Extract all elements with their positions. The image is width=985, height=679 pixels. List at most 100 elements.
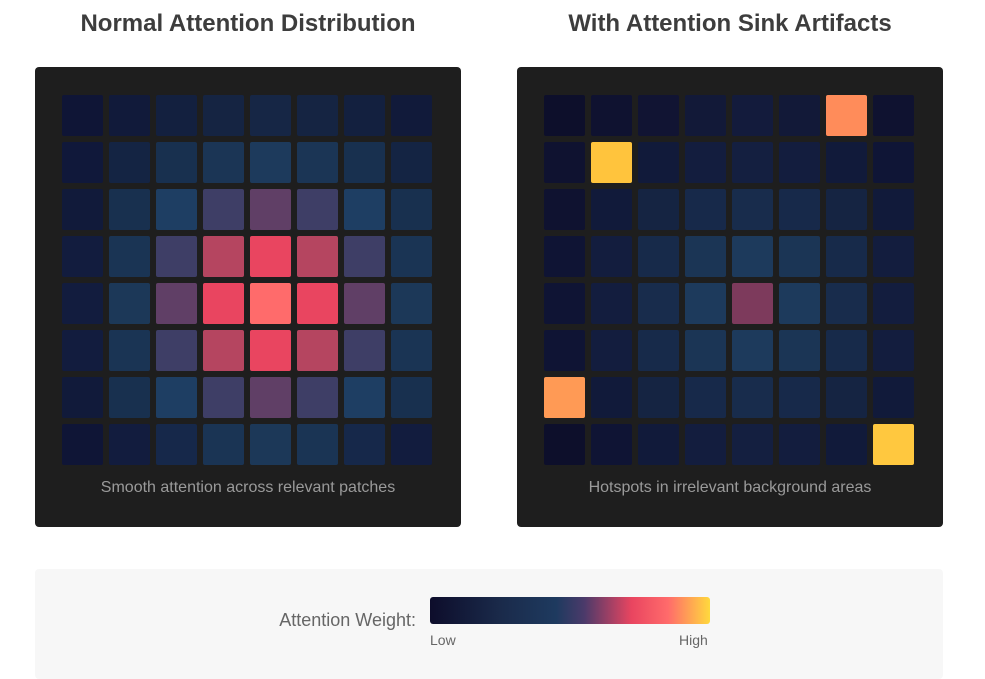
heatmap-cell xyxy=(297,330,338,371)
heatmap-cell xyxy=(873,95,914,136)
heatmap-cell xyxy=(156,142,197,183)
heatmap-cell xyxy=(156,377,197,418)
heatmap-cell xyxy=(250,330,291,371)
heatmap-cell xyxy=(544,236,585,277)
heatmap-cell xyxy=(344,236,385,277)
heatmap-cell xyxy=(297,377,338,418)
heatmap-cell xyxy=(156,424,197,465)
heatmap-panel-sink: Hotspots in irrelevant background areas xyxy=(517,67,943,527)
heatmap-cell xyxy=(638,330,679,371)
heatmap-cell xyxy=(62,189,103,230)
heatmap-cell xyxy=(544,330,585,371)
heatmap-cell xyxy=(638,189,679,230)
heatmap-cell xyxy=(62,424,103,465)
heatmap-cell xyxy=(156,95,197,136)
heatmap-cell xyxy=(109,236,150,277)
heatmap-cell xyxy=(826,377,867,418)
heatmap-cell xyxy=(779,142,820,183)
heatmap-cell xyxy=(544,189,585,230)
heatmap-cell xyxy=(297,424,338,465)
heatmap-cell xyxy=(297,142,338,183)
heatmap-cell xyxy=(779,236,820,277)
heatmap-cell xyxy=(250,283,291,324)
heatmap-cell xyxy=(638,236,679,277)
legend-high-label: High xyxy=(679,632,708,648)
heatmap-cell xyxy=(391,424,432,465)
heatmap-cell xyxy=(156,283,197,324)
heatmap-cell xyxy=(732,377,773,418)
heatmap-cell xyxy=(826,330,867,371)
heatmap-cell xyxy=(779,424,820,465)
legend-box: Attention Weight: Low High xyxy=(35,569,943,679)
heatmap-cell xyxy=(591,283,632,324)
heatmap-cell xyxy=(250,142,291,183)
heatmap-caption-normal: Smooth attention across relevant patches xyxy=(100,479,396,496)
heatmap-cell xyxy=(591,189,632,230)
heatmap-cell xyxy=(297,95,338,136)
heatmap-cell xyxy=(779,95,820,136)
legend-colorbar xyxy=(430,597,710,624)
heatmap-cell xyxy=(638,142,679,183)
heatmap-cell xyxy=(62,236,103,277)
heatmap-cell xyxy=(544,142,585,183)
heatmap-cell xyxy=(203,95,244,136)
heatmap-cell xyxy=(779,189,820,230)
heatmap-cell xyxy=(591,142,632,183)
heatmap-cell xyxy=(826,424,867,465)
heatmap-cell xyxy=(109,377,150,418)
heatmap-cell xyxy=(297,236,338,277)
heatmap-cell xyxy=(732,236,773,277)
heatmap-cell xyxy=(685,283,726,324)
heatmap-cell xyxy=(391,377,432,418)
heatmap-cell xyxy=(250,189,291,230)
heatmap-cell xyxy=(685,95,726,136)
heatmap-cell xyxy=(544,377,585,418)
heatmap-cell xyxy=(826,236,867,277)
heatmap-cell xyxy=(109,424,150,465)
heatmap-cell xyxy=(591,95,632,136)
heatmap-cell xyxy=(732,330,773,371)
heatmap-cell xyxy=(250,95,291,136)
heatmap-panel-normal: Smooth attention across relevant patches xyxy=(35,67,461,527)
heatmap-cell xyxy=(591,424,632,465)
heatmap-cell xyxy=(391,189,432,230)
heatmap-cell xyxy=(109,330,150,371)
heatmap-cell xyxy=(344,330,385,371)
heatmap-cell xyxy=(344,377,385,418)
heatmap-cell xyxy=(344,142,385,183)
heatmap-cell xyxy=(685,189,726,230)
heatmap-grid-sink xyxy=(544,95,914,465)
heatmap-cell xyxy=(873,142,914,183)
heatmap-cell xyxy=(109,283,150,324)
heatmap-cell xyxy=(732,189,773,230)
heatmap-grid-normal xyxy=(62,95,432,465)
heatmap-cell xyxy=(779,283,820,324)
heatmap-cell xyxy=(203,189,244,230)
heatmap-cell xyxy=(873,424,914,465)
heatmap-cell xyxy=(638,283,679,324)
heatmap-cell xyxy=(203,142,244,183)
heatmap-cell xyxy=(826,189,867,230)
heatmap-cell xyxy=(156,189,197,230)
panel-title-normal: Normal Attention Distribution xyxy=(80,10,416,37)
heatmap-cell xyxy=(732,424,773,465)
heatmap-cell xyxy=(391,142,432,183)
heatmap-cell xyxy=(873,283,914,324)
heatmap-cell xyxy=(591,236,632,277)
heatmap-cell xyxy=(685,236,726,277)
heatmap-cell xyxy=(156,236,197,277)
heatmap-cell xyxy=(873,236,914,277)
heatmap-cell xyxy=(591,330,632,371)
heatmap-cell xyxy=(109,95,150,136)
heatmap-caption-sink: Hotspots in irrelevant background areas xyxy=(588,479,872,496)
heatmap-cell xyxy=(544,283,585,324)
heatmap-cell xyxy=(62,330,103,371)
heatmap-cell xyxy=(297,283,338,324)
heatmap-cell xyxy=(779,377,820,418)
heatmap-cell xyxy=(826,283,867,324)
heatmap-cell xyxy=(732,95,773,136)
legend-low-label: Low xyxy=(430,632,456,648)
heatmap-cell xyxy=(544,424,585,465)
heatmap-cell xyxy=(62,142,103,183)
heatmap-cell xyxy=(344,189,385,230)
